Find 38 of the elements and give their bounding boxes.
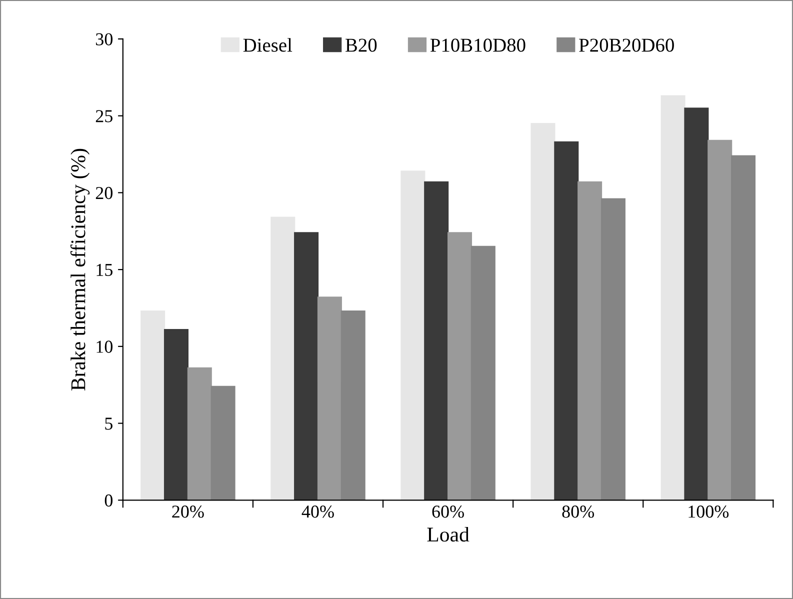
- bar: [294, 232, 319, 500]
- bar: [530, 122, 556, 500]
- y-tick-label: 30: [96, 33, 113, 46]
- bar: [660, 95, 686, 500]
- legend-label: P20B20D60: [579, 38, 674, 52]
- bar: [400, 170, 426, 500]
- x-tick-label: 20%: [172, 506, 204, 518]
- bar: [270, 216, 296, 500]
- legend-label: Diesel: [243, 38, 292, 52]
- bar: [578, 181, 602, 500]
- y-tick-label: 15: [96, 264, 112, 276]
- x-tick-label: 40%: [302, 506, 334, 518]
- x-tick-label: 60%: [432, 506, 464, 518]
- y-tick-label: 25: [96, 110, 112, 122]
- bar: [340, 310, 366, 500]
- y-axis-title: Brake thermal efficiency (%): [70, 148, 90, 391]
- x-tick-label: 100%: [688, 506, 729, 518]
- bar: [600, 198, 626, 500]
- bar: [424, 181, 449, 500]
- bar: [554, 141, 579, 500]
- bar: [684, 108, 709, 500]
- bar: [164, 328, 188, 500]
- bar: [447, 232, 472, 500]
- bar: [731, 155, 756, 500]
- bar: [187, 367, 212, 500]
- bar: [708, 140, 732, 500]
- bar: [317, 296, 342, 500]
- bar: [140, 310, 166, 500]
- y-tick-label: 10: [96, 340, 113, 353]
- bar: [210, 386, 236, 500]
- y-tick-label: 5: [105, 418, 112, 430]
- legend-label: P10B10D80: [430, 38, 526, 52]
- legend-label: B20: [346, 38, 377, 52]
- y-tick-label: 0: [104, 494, 113, 507]
- x-axis-title: Load: [427, 526, 470, 542]
- x-tick-label: 80%: [562, 506, 594, 518]
- bar: [470, 246, 496, 500]
- y-tick-label: 20: [96, 186, 113, 200]
